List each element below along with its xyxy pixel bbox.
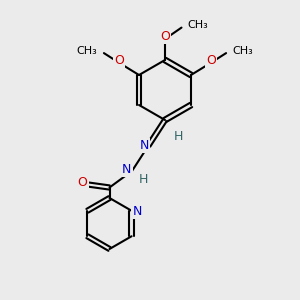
Text: CH₃: CH₃ xyxy=(188,20,208,30)
Text: CH₃: CH₃ xyxy=(233,46,254,56)
Text: N: N xyxy=(139,139,149,152)
Text: N: N xyxy=(122,163,131,176)
Text: N: N xyxy=(132,205,142,218)
Text: H: H xyxy=(139,173,148,187)
Text: O: O xyxy=(160,30,170,43)
Text: O: O xyxy=(114,53,124,67)
Text: H: H xyxy=(174,130,183,143)
Text: O: O xyxy=(78,176,87,190)
Text: CH₃: CH₃ xyxy=(76,46,97,56)
Text: O: O xyxy=(206,53,216,67)
